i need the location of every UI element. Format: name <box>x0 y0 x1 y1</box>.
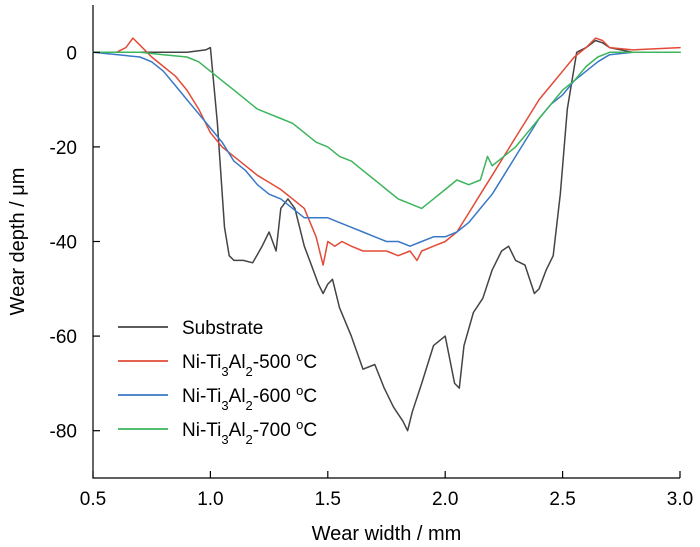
x-axis-label: Wear width / mm <box>312 523 462 545</box>
y-tick-label: -60 <box>50 327 77 348</box>
x-tick-label: 1.5 <box>315 489 341 510</box>
legend-label: Ni-Ti3Al2-500 oC <box>182 349 317 379</box>
series-line-3 <box>92 51 681 210</box>
x-tick-label: 3.0 <box>667 489 693 510</box>
legend-label: Ni-Ti3Al2-600 oC <box>182 383 317 413</box>
x-tick-label: 2.0 <box>432 489 458 510</box>
y-tick-label: -20 <box>50 138 77 159</box>
y-tick-label: -80 <box>50 422 77 443</box>
legend-entry-2: Ni-Ti3Al2-600 oC <box>118 383 317 413</box>
x-tick-label: 0.5 <box>80 489 106 510</box>
series-line-0 <box>92 39 681 432</box>
y-axis-label: Wear depth / μm <box>7 168 29 316</box>
legend-label: Substrate <box>182 318 263 339</box>
series-line-1 <box>92 37 681 266</box>
x-tick-label: 1.0 <box>197 489 223 510</box>
legend: Substrate Ni-Ti3Al2-500 oC Ni-Ti3Al2-600 o… <box>118 318 317 447</box>
legend-entry-3: Ni-Ti3Al2-700 oC <box>118 417 317 447</box>
y-tick-label: 0 <box>66 43 77 64</box>
x-tick-label: 2.5 <box>549 489 575 510</box>
legend-entry-1: Ni-Ti3Al2-500 oC <box>118 349 317 379</box>
series-layer <box>92 37 681 432</box>
series-line-2 <box>92 51 681 247</box>
legend-entry-0: Substrate <box>118 318 263 339</box>
y-tick-label: -40 <box>50 233 77 254</box>
ticks-layer: 0.5 1.0 1.5 2.0 2.5 3.0 0 -20 -40 -60 -80 <box>50 43 694 510</box>
legend-label: Ni-Ti3Al2-700 oC <box>182 417 317 447</box>
